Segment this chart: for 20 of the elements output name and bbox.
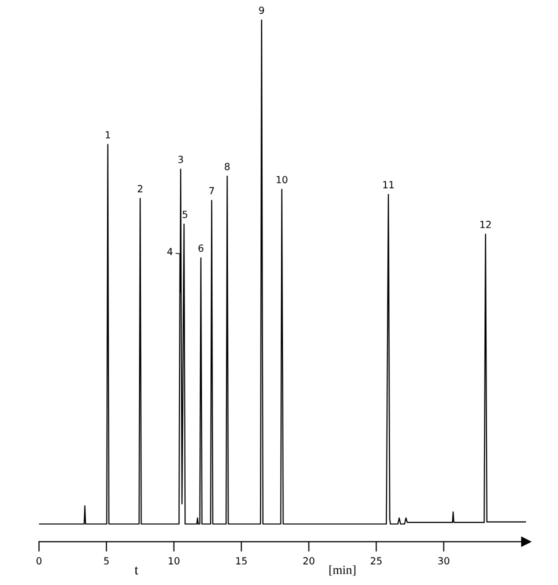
annotation: 6 [198, 244, 204, 252]
annotation: 11 [383, 181, 394, 188]
annotation: 9 [259, 6, 264, 14]
x-tick-label: 25 [370, 557, 382, 565]
annotation: 5 [182, 210, 188, 218]
annotation: 7 [209, 187, 214, 194]
x-tick-label: 30 [438, 557, 450, 565]
x-tick-label: 20 [303, 557, 314, 565]
annotation: 3 [178, 156, 183, 164]
annotation: 8 [224, 162, 230, 170]
annotation: 12 [480, 220, 491, 228]
x-tick-label: 5 [104, 557, 109, 565]
annotation: 10 [276, 176, 288, 184]
annotation: 1 [106, 131, 110, 138]
annotation: 4 [167, 248, 172, 256]
x-tick-label: 15 [236, 557, 247, 565]
text: t [min] [134, 565, 356, 576]
x-tick-label: 0 [36, 557, 42, 565]
annotation: 2 [138, 185, 142, 192]
x-tick-label: 10 [168, 557, 180, 565]
